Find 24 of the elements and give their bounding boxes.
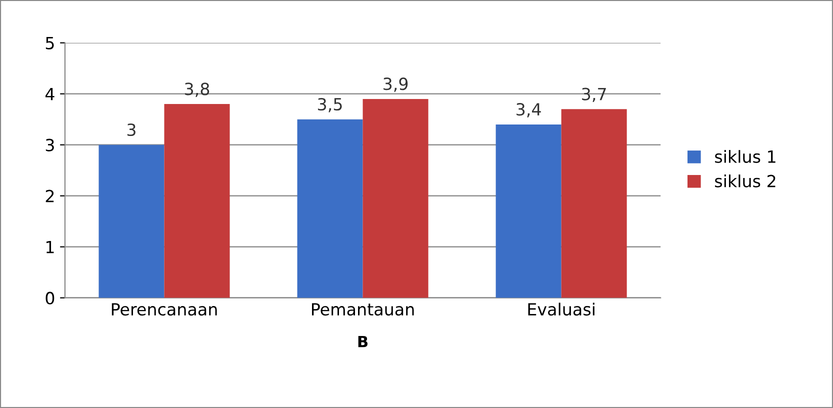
y-tick-label: 1 [46, 241, 54, 254]
y-tick-label: 0 [46, 292, 54, 304]
legend-label: siklus 1 [715, 150, 776, 163]
data-label: 3,5 [318, 98, 342, 112]
x-tick-label: Perencanaan [112, 303, 217, 316]
x-tick-label: Evaluasi [528, 302, 594, 316]
data-label: 3 [127, 123, 136, 136]
data-label: 3,8 [185, 82, 210, 97]
x-tick-label: Pemantauan [312, 303, 414, 316]
y-tick-label: 2 [46, 190, 54, 202]
data-label: 3,7 [582, 88, 606, 102]
y-tick-label: 4 [45, 88, 54, 100]
bar [362, 98, 428, 298]
bar [297, 119, 363, 298]
bar [561, 109, 627, 298]
y-tick-label: 5 [46, 37, 54, 50]
bar [164, 104, 230, 298]
data-label: 3,4 [516, 103, 541, 118]
data-label: 3,9 [384, 78, 408, 92]
legend-label: siklus 2 [715, 174, 776, 188]
bar [98, 144, 164, 298]
x-axis-title: B [358, 336, 368, 348]
y-tick-label: 3 [46, 138, 54, 152]
bar [496, 124, 562, 298]
